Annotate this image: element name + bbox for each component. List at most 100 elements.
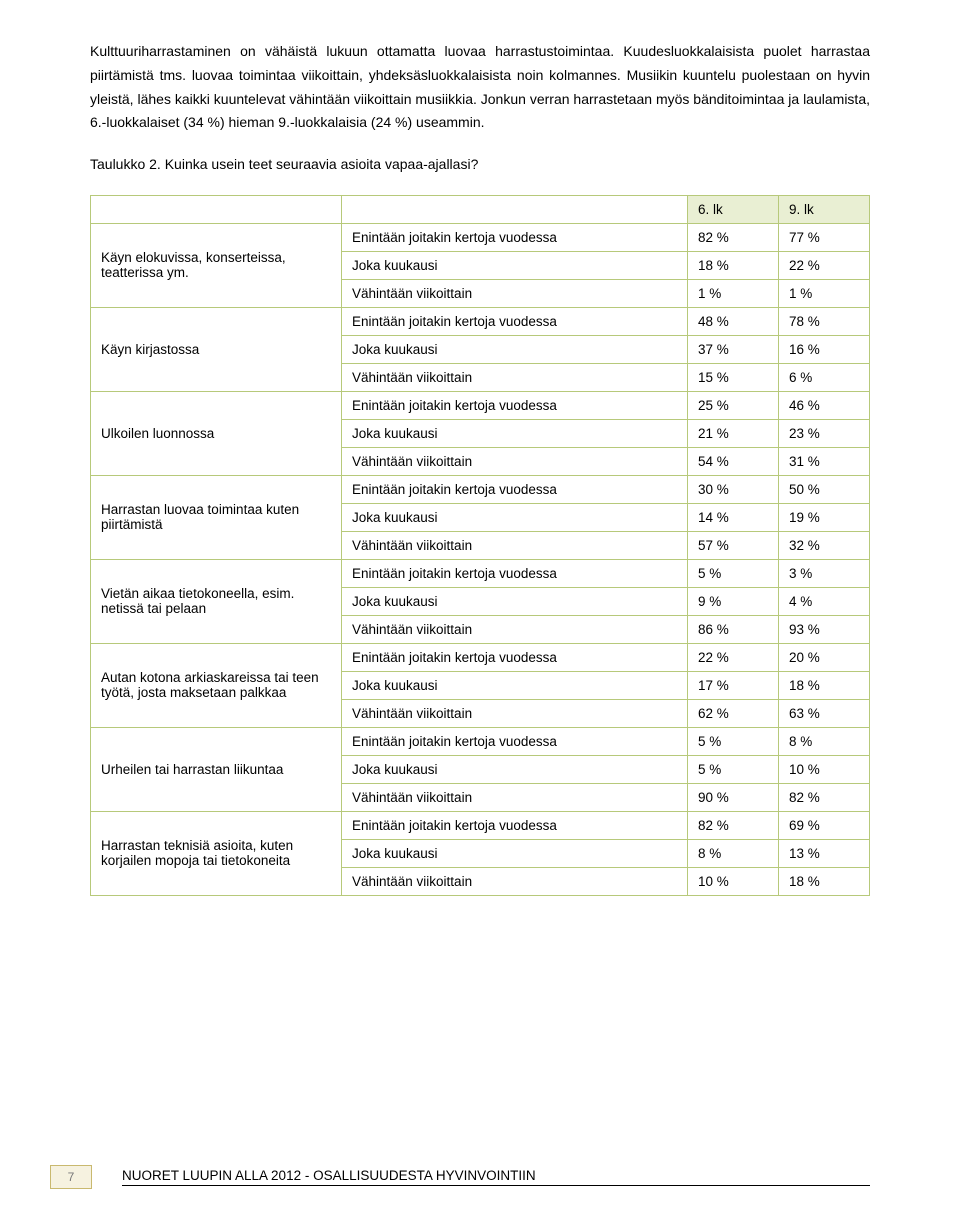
value-cell: 18 % — [779, 867, 870, 895]
freq-label: Joka kuukausi — [342, 419, 688, 447]
freq-label: Vähintään viikoittain — [342, 615, 688, 643]
freq-label: Enintään joitakin kertoja vuodessa — [342, 643, 688, 671]
blank-cell — [91, 195, 342, 223]
freq-label: Joka kuukausi — [342, 755, 688, 783]
freq-label: Enintään joitakin kertoja vuodessa — [342, 475, 688, 503]
table-caption: Taulukko 2. Kuinka usein teet seuraavia … — [90, 153, 870, 177]
value-cell: 90 % — [688, 783, 779, 811]
freq-label: Enintään joitakin kertoja vuodessa — [342, 811, 688, 839]
table-row: Autan kotona arkiaskareissa tai teen työ… — [91, 643, 870, 671]
freq-label: Vähintään viikoittain — [342, 531, 688, 559]
value-cell: 17 % — [688, 671, 779, 699]
freq-label: Vähintään viikoittain — [342, 867, 688, 895]
freq-label: Joka kuukausi — [342, 839, 688, 867]
freq-label: Joka kuukausi — [342, 503, 688, 531]
intro-block: Kulttuuriharrastaminen on vähäistä lukuu… — [90, 40, 870, 177]
value-cell: 69 % — [779, 811, 870, 839]
freq-label: Enintään joitakin kertoja vuodessa — [342, 559, 688, 587]
freq-label: Vähintään viikoittain — [342, 447, 688, 475]
freq-label: Vähintään viikoittain — [342, 279, 688, 307]
value-cell: 25 % — [688, 391, 779, 419]
freq-label: Vähintään viikoittain — [342, 783, 688, 811]
value-cell: 16 % — [779, 335, 870, 363]
blank-cell — [342, 195, 688, 223]
value-cell: 10 % — [779, 755, 870, 783]
freq-label: Enintään joitakin kertoja vuodessa — [342, 223, 688, 251]
category-label: Käyn kirjastossa — [91, 307, 342, 391]
value-cell: 32 % — [779, 531, 870, 559]
table-row: Vietän aikaa tietokoneella, esim. netiss… — [91, 559, 870, 587]
intro-paragraph: Kulttuuriharrastaminen on vähäistä lukuu… — [90, 40, 870, 135]
table-row: Harrastan teknisiä asioita, kuten korjai… — [91, 811, 870, 839]
value-cell: 1 % — [688, 279, 779, 307]
freq-label: Joka kuukausi — [342, 251, 688, 279]
table-row: Ulkoilen luonnossa Enintään joitakin ker… — [91, 391, 870, 419]
value-cell: 9 % — [688, 587, 779, 615]
freq-label: Joka kuukausi — [342, 335, 688, 363]
value-cell: 8 % — [688, 839, 779, 867]
table-header-row: 6. lk 9. lk — [91, 195, 870, 223]
freq-label: Joka kuukausi — [342, 671, 688, 699]
value-cell: 21 % — [688, 419, 779, 447]
value-cell: 62 % — [688, 699, 779, 727]
category-label: Harrastan teknisiä asioita, kuten korjai… — [91, 811, 342, 895]
value-cell: 18 % — [688, 251, 779, 279]
value-cell: 13 % — [779, 839, 870, 867]
freq-label: Enintään joitakin kertoja vuodessa — [342, 727, 688, 755]
value-cell: 15 % — [688, 363, 779, 391]
value-cell: 5 % — [688, 727, 779, 755]
table-row: Käyn kirjastossa Enintään joitakin kerto… — [91, 307, 870, 335]
table-row: Käyn elokuvissa, konserteissa, teatteris… — [91, 223, 870, 251]
value-cell: 54 % — [688, 447, 779, 475]
value-cell: 5 % — [688, 559, 779, 587]
footer-line: 7 NUORET LUUPIN ALLA 2012 - OSALLISUUDES… — [0, 1165, 870, 1189]
col-header-6lk: 6. lk — [688, 195, 779, 223]
value-cell: 57 % — [688, 531, 779, 559]
activity-table: 6. lk 9. lk Käyn elokuvissa, konserteiss… — [90, 195, 870, 896]
table-row: Urheilen tai harrastan liikuntaa Enintää… — [91, 727, 870, 755]
value-cell: 63 % — [779, 699, 870, 727]
value-cell: 4 % — [779, 587, 870, 615]
category-label: Autan kotona arkiaskareissa tai teen työ… — [91, 643, 342, 727]
value-cell: 20 % — [779, 643, 870, 671]
value-cell: 14 % — [688, 503, 779, 531]
value-cell: 50 % — [779, 475, 870, 503]
value-cell: 19 % — [779, 503, 870, 531]
value-cell: 5 % — [688, 755, 779, 783]
value-cell: 22 % — [779, 251, 870, 279]
value-cell: 3 % — [779, 559, 870, 587]
value-cell: 37 % — [688, 335, 779, 363]
category-label: Urheilen tai harrastan liikuntaa — [91, 727, 342, 811]
value-cell: 10 % — [688, 867, 779, 895]
value-cell: 48 % — [688, 307, 779, 335]
page: Kulttuuriharrastaminen on vähäistä lukuu… — [0, 0, 960, 1217]
value-cell: 6 % — [779, 363, 870, 391]
value-cell: 82 % — [688, 223, 779, 251]
value-cell: 23 % — [779, 419, 870, 447]
value-cell: 82 % — [779, 783, 870, 811]
table-row: Harrastan luovaa toimintaa kuten piirtäm… — [91, 475, 870, 503]
value-cell: 77 % — [779, 223, 870, 251]
freq-label: Joka kuukausi — [342, 587, 688, 615]
freq-label: Vähintään viikoittain — [342, 699, 688, 727]
value-cell: 78 % — [779, 307, 870, 335]
category-label: Harrastan luovaa toimintaa kuten piirtäm… — [91, 475, 342, 559]
value-cell: 18 % — [779, 671, 870, 699]
footer-title: NUORET LUUPIN ALLA 2012 - OSALLISUUDESTA… — [122, 1168, 870, 1186]
category-label: Ulkoilen luonnossa — [91, 391, 342, 475]
value-cell: 1 % — [779, 279, 870, 307]
value-cell: 93 % — [779, 615, 870, 643]
page-number: 7 — [50, 1165, 92, 1189]
freq-label: Vähintään viikoittain — [342, 363, 688, 391]
value-cell: 46 % — [779, 391, 870, 419]
freq-label: Enintään joitakin kertoja vuodessa — [342, 391, 688, 419]
category-label: Vietän aikaa tietokoneella, esim. netiss… — [91, 559, 342, 643]
col-header-9lk: 9. lk — [779, 195, 870, 223]
value-cell: 8 % — [779, 727, 870, 755]
value-cell: 31 % — [779, 447, 870, 475]
category-label: Käyn elokuvissa, konserteissa, teatteris… — [91, 223, 342, 307]
value-cell: 30 % — [688, 475, 779, 503]
page-footer: 7 NUORET LUUPIN ALLA 2012 - OSALLISUUDES… — [0, 1165, 960, 1189]
value-cell: 22 % — [688, 643, 779, 671]
value-cell: 82 % — [688, 811, 779, 839]
